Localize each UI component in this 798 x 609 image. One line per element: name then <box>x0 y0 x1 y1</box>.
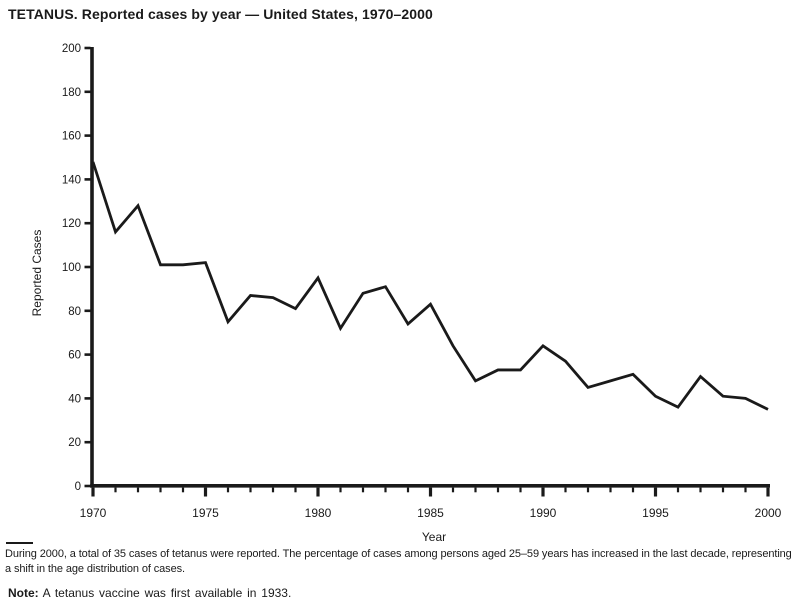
y-tick-label-120: 120 <box>62 218 81 230</box>
y-tick-label-60: 60 <box>68 350 81 362</box>
note-text: A tetanus vaccine was first available in… <box>42 586 292 600</box>
x-tick-label-1975: 1975 <box>192 506 219 520</box>
note-label: Note: <box>8 586 39 600</box>
y-tick-label-40: 40 <box>68 393 81 405</box>
y-tick-label-20: 20 <box>68 437 81 449</box>
y-tick-label-80: 80 <box>68 306 81 318</box>
y-tick-label-100: 100 <box>62 262 81 274</box>
footnote-text: During 2000, a total of 35 cases of teta… <box>5 548 792 575</box>
tetanus-cases-line-chart: 0 20 40 60 80 100 120 140 160 180 200 1970 1975 1980 1… <box>62 43 782 520</box>
x-tick-label-1995: 1995 <box>642 506 669 520</box>
y-tick-label-0: 0 <box>75 481 81 493</box>
x-tick-label-1990: 1990 <box>530 506 557 520</box>
data-series-line <box>91 161 769 411</box>
x-tick-label-1985: 1985 <box>417 506 444 520</box>
x-axis-title: Year <box>421 530 447 544</box>
y-axis-title: Reported Cases <box>30 229 44 317</box>
x-tick-label-1980: 1980 <box>305 506 332 520</box>
y-tick-label-160: 160 <box>62 131 81 143</box>
chart-svg: 0 20 40 60 80 100 120 140 160 180 200 1970 1975 1980 1… <box>62 43 782 520</box>
x-tick-label-1970: 1970 <box>80 506 107 520</box>
footnote-separator-rule <box>6 542 33 545</box>
x-tick-label-2000: 2000 <box>755 506 782 520</box>
note-line: Note: A tetanus vaccine was first availab… <box>8 586 291 600</box>
y-tick-label-180: 180 <box>62 87 81 99</box>
y-tick-label-200: 200 <box>62 43 81 55</box>
chart-title: TETANUS. Reported cases by year — United… <box>8 6 433 22</box>
y-tick-label-140: 140 <box>62 174 81 186</box>
